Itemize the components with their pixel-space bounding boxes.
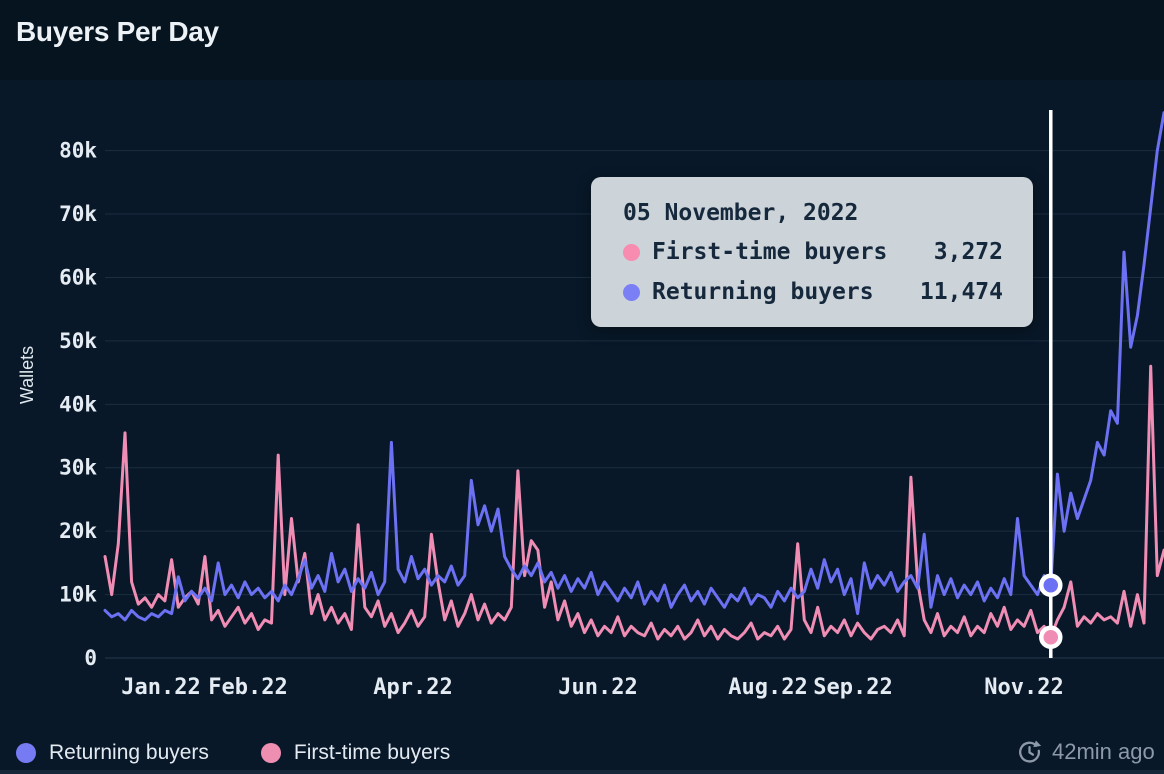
update-clock-icon [1019, 740, 1042, 763]
first-time-buyers-dot [260, 743, 281, 763]
y-axis-tick-label: 50k [59, 329, 97, 353]
x-axis-tick-label: Sep.22 [813, 675, 892, 700]
x-axis-tick-label: Nov.22 [984, 675, 1063, 700]
tooltip-label: Returning buyers [652, 279, 874, 305]
x-axis-tick-label: Aug.22 [728, 675, 807, 700]
tooltip-value: 3,272 [933, 239, 1003, 265]
y-axis-tick-label: 60k [59, 265, 97, 289]
legend-label: First-time buyers [293, 741, 451, 764]
returning-buyers-line [103, 111, 1164, 622]
legend-label: Returning buyers [49, 741, 209, 764]
bottom-strip [0, 770, 1164, 774]
page-title: Buyers Per Day [16, 16, 219, 47]
tooltip-value: 11,474 [919, 279, 1003, 305]
x-axis-tick-label: Jan.22 [121, 675, 200, 700]
x-axis-tick-label: Jun.22 [558, 675, 637, 700]
returning-buyers-dot [16, 743, 36, 763]
tooltip-date: 05 November, 2022 [623, 200, 859, 226]
first-time-buyers-dot [623, 243, 640, 261]
x-axis-tick-label: Feb.22 [208, 675, 287, 700]
legend: Returning buyers First-time buyers [16, 738, 450, 768]
x-axis-tick-label: Apr.22 [373, 675, 452, 700]
y-axis-tick-label: 10k [59, 583, 97, 607]
last-updated: 42min ago [1016, 738, 1155, 765]
legend-item-first-time-buyers[interactable]: First-time buyers [260, 741, 451, 765]
header: Buyers Per Day [0, 0, 1164, 80]
tooltip-row-first-time: First-time buyers 3,272 [623, 232, 1003, 272]
y-axis-tick-label: 20k [59, 519, 97, 543]
updated-text: 42min ago [1052, 738, 1155, 764]
tooltip-row-returning: Returning buyers 11,474 [623, 272, 1003, 312]
tooltip-label: First-time buyers [652, 239, 888, 265]
legend-item-returning-buyers[interactable]: Returning buyers [16, 741, 209, 765]
first-time-buyers-marker [1039, 625, 1063, 649]
returning-buyers-marker [1039, 573, 1063, 597]
first-time-buyers-line [103, 364, 1164, 641]
y-axis-title: Wallets [17, 346, 37, 404]
y-axis-tick-label: 80k [59, 139, 97, 163]
y-axis-tick-label: 0 [84, 646, 97, 670]
y-axis-tick-label: 70k [59, 202, 97, 226]
returning-buyers-dot [623, 283, 640, 301]
chart-tooltip: 05 November, 2022 First-time buyers 3,27… [591, 177, 1033, 327]
y-axis-tick-label: 40k [59, 392, 97, 416]
y-axis-tick-label: 30k [59, 456, 97, 480]
